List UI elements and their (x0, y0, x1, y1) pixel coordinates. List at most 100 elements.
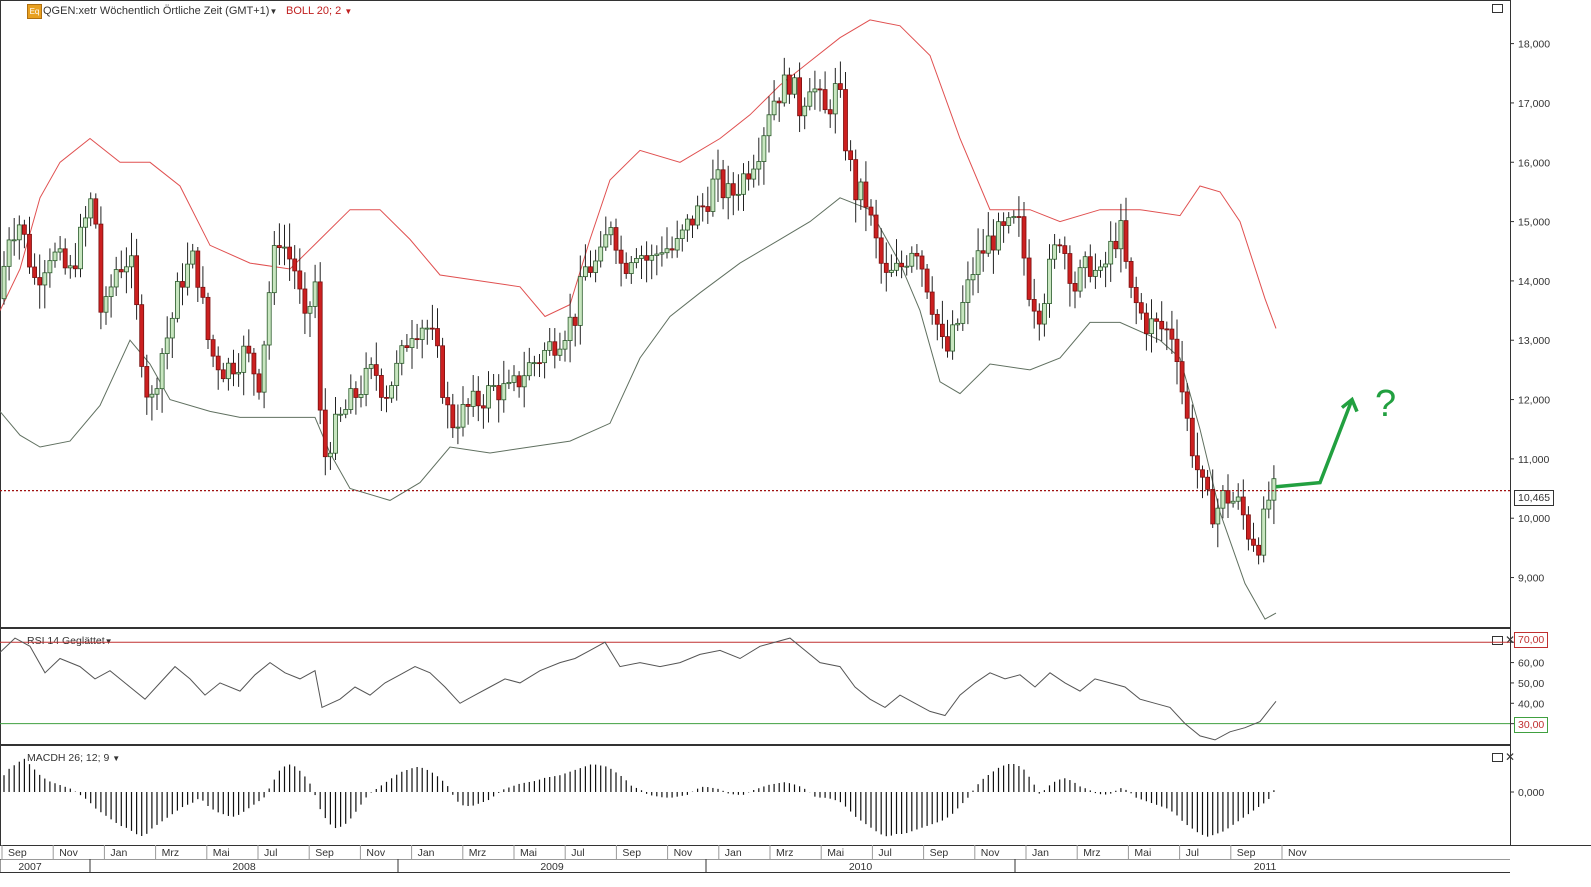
candle (1261, 496, 1267, 563)
candle-body (32, 266, 37, 278)
candle-body (1021, 216, 1027, 259)
candle-body (710, 178, 716, 212)
candle-body (1087, 256, 1093, 277)
candle (373, 342, 379, 391)
candle (1235, 483, 1241, 510)
candle (634, 248, 639, 269)
candle-body (1082, 256, 1088, 269)
candle (1093, 253, 1098, 289)
rsi-panel-border (0, 628, 1511, 745)
symbol-title[interactable]: QGEN:xetr Wöchentlich Örtliche Zeit (GMT… (43, 5, 277, 18)
candle (746, 160, 751, 191)
candle-body (1052, 244, 1057, 260)
candle-body (628, 262, 634, 274)
candle (159, 348, 165, 413)
candle-body (730, 183, 736, 196)
candle (1164, 321, 1170, 351)
candle (562, 330, 568, 362)
candle-body (940, 323, 945, 338)
candle-body (215, 355, 221, 371)
candle-body (690, 218, 695, 226)
candle (236, 353, 242, 387)
candle-body (1103, 263, 1108, 268)
y-tick-label: 10,000 (1518, 513, 1550, 525)
candle (812, 70, 818, 110)
candle-body (276, 245, 282, 249)
candle-body (1225, 490, 1231, 504)
candle (945, 319, 950, 358)
candle (225, 357, 231, 391)
candle-body (378, 375, 384, 398)
candle (802, 97, 808, 130)
macd-label-text: MACDH 26; 12; 9 (27, 752, 110, 764)
candle-body (904, 265, 910, 268)
candle (1240, 479, 1246, 530)
candle (1169, 310, 1175, 354)
candle-body (93, 198, 99, 225)
candle (526, 347, 532, 381)
month-label: Jan (1032, 847, 1049, 859)
candle (848, 140, 853, 172)
candle (593, 249, 598, 283)
candle-body (1266, 499, 1272, 510)
eq-icon[interactable]: Eq (27, 4, 42, 19)
rsi-maximize-icon[interactable] (1492, 636, 1503, 645)
candle-body (302, 288, 308, 314)
candle (241, 335, 247, 396)
macd-maximize-icon[interactable] (1492, 753, 1503, 762)
candle-body (521, 375, 527, 388)
chevron-down-icon[interactable]: ▼ (269, 7, 278, 16)
candle (613, 218, 619, 265)
candle-body (649, 255, 655, 261)
candle-body (139, 304, 145, 367)
axes: Sep Nov Jan Mrz Mai Jul Sep Nov Jan Mrz Mai Jul Sep N… (0, 845, 1307, 873)
candle-body (414, 338, 420, 341)
candle-body (593, 260, 598, 273)
candle-body (1062, 245, 1068, 254)
indicator-label[interactable]: BOLL 20; 2 ▼ (286, 5, 352, 18)
candle (139, 294, 145, 378)
rsi-label[interactable]: RSI 14 Geglättet▼ (27, 635, 113, 648)
candle-body (547, 341, 553, 351)
candle (623, 252, 629, 279)
month-label: Sep (315, 847, 334, 859)
candle-body (950, 324, 955, 352)
candle (200, 266, 206, 304)
candle (919, 250, 925, 287)
macd-label[interactable]: MACDH 26; 12; 9 ▼ (27, 752, 120, 765)
candle-body (1261, 508, 1267, 556)
candle (409, 319, 415, 369)
candle-body (52, 251, 58, 262)
candle (909, 246, 915, 273)
month-label: Mrz (776, 847, 794, 859)
candle (424, 319, 430, 345)
candle-body (822, 89, 828, 111)
candle (1179, 340, 1185, 405)
candle-body (98, 223, 104, 313)
candle-body (363, 367, 369, 395)
chevron-down-icon[interactable]: ▼ (344, 7, 353, 16)
month-label: Sep (930, 847, 949, 859)
candle (980, 229, 986, 272)
chevron-down-icon[interactable]: ▼ (112, 754, 121, 763)
candle (98, 206, 104, 330)
candle-body (266, 292, 272, 346)
candle (180, 263, 185, 306)
candle (394, 350, 400, 401)
maximize-icon[interactable] (1492, 4, 1503, 13)
candle (445, 381, 451, 429)
candle-body (1189, 417, 1195, 457)
candle (287, 223, 293, 281)
rsi-upper-level-tag: 70,00 (1514, 632, 1549, 648)
candle (924, 264, 930, 299)
candle (83, 206, 88, 247)
candle (312, 264, 318, 319)
chevron-down-icon[interactable]: ▼ (104, 637, 113, 646)
candle-body (261, 344, 267, 393)
candle (338, 407, 344, 422)
candle (440, 337, 446, 404)
candle-body (511, 375, 517, 383)
candle-body (307, 306, 313, 314)
candle (1184, 383, 1190, 432)
